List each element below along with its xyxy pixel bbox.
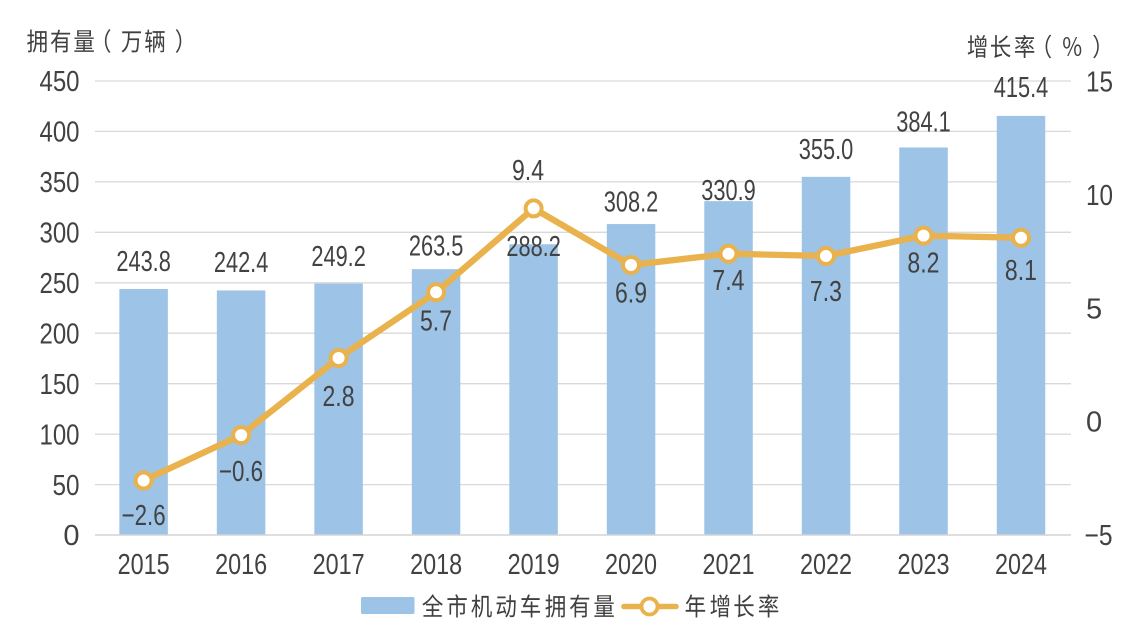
svg-text:415.4: 415.4 — [994, 72, 1049, 104]
svg-text:2016: 2016 — [215, 549, 267, 581]
svg-text:350: 350 — [40, 167, 80, 199]
svg-text:8.1: 8.1 — [1005, 255, 1037, 287]
svg-text:400: 400 — [40, 117, 80, 149]
svg-text:2.8: 2.8 — [323, 381, 355, 413]
svg-text:2018: 2018 — [410, 549, 462, 581]
svg-text:450: 450 — [40, 66, 80, 98]
svg-text:150: 150 — [40, 369, 80, 401]
svg-text:308.2: 308.2 — [604, 187, 659, 219]
svg-text:50: 50 — [53, 470, 80, 502]
svg-text:6.9: 6.9 — [615, 278, 647, 310]
svg-text:−5: −5 — [1085, 520, 1113, 552]
svg-text:7.4: 7.4 — [712, 265, 744, 297]
svg-text:2017: 2017 — [313, 549, 365, 581]
svg-text:0: 0 — [63, 520, 79, 552]
svg-text:100: 100 — [40, 419, 80, 451]
svg-text:8.2: 8.2 — [907, 248, 939, 280]
svg-text:2019: 2019 — [508, 549, 560, 581]
svg-text:200: 200 — [40, 318, 80, 350]
svg-text:2022: 2022 — [800, 549, 852, 581]
svg-text:250: 250 — [40, 268, 80, 300]
svg-text:288.2: 288.2 — [506, 231, 561, 263]
svg-text:2023: 2023 — [898, 549, 950, 581]
svg-text:−0.6: −0.6 — [219, 456, 263, 488]
svg-text:242.4: 242.4 — [214, 247, 269, 279]
svg-text:330.9: 330.9 — [701, 175, 756, 207]
svg-text:5.7: 5.7 — [420, 306, 452, 338]
svg-text:9.4: 9.4 — [512, 155, 544, 187]
svg-text:15: 15 — [1086, 67, 1113, 99]
svg-text:300: 300 — [40, 218, 80, 250]
svg-text:384.1: 384.1 — [896, 107, 951, 139]
svg-text:2021: 2021 — [703, 549, 755, 581]
svg-text:0: 0 — [1086, 407, 1102, 439]
svg-text:−2.6: −2.6 — [122, 500, 166, 532]
svg-text:2015: 2015 — [118, 549, 170, 581]
svg-text:243.8: 243.8 — [116, 246, 171, 278]
svg-text:2020: 2020 — [605, 549, 657, 581]
svg-text:7.3: 7.3 — [810, 276, 842, 308]
svg-text:249.2: 249.2 — [311, 241, 366, 273]
svg-text:263.5: 263.5 — [409, 231, 464, 263]
svg-text:5: 5 — [1086, 293, 1102, 325]
svg-text:2024: 2024 — [995, 549, 1047, 581]
svg-text:10: 10 — [1086, 180, 1113, 212]
svg-text:355.0: 355.0 — [799, 134, 854, 166]
